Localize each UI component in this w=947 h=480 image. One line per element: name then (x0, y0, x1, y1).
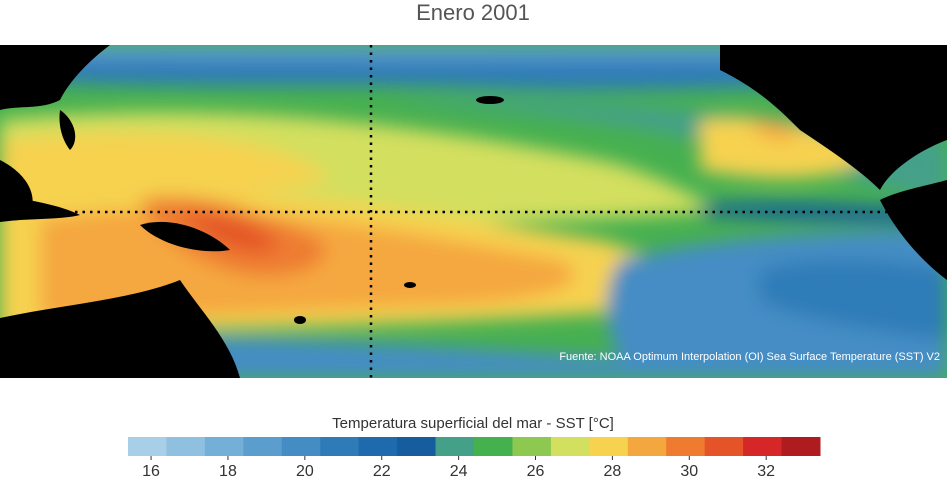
colorbar-label: Temperatura superficial del mar - SST [°… (332, 415, 614, 432)
colorbar-segment (204, 437, 244, 456)
colorbar-segment (704, 437, 744, 456)
colorbar-segment (550, 437, 590, 456)
colorbar-segment (128, 437, 167, 456)
colorbar-segment (320, 437, 360, 456)
colorbar-tick-label: 32 (757, 463, 775, 480)
colorbar-segment (358, 437, 398, 456)
colorbar-segment (512, 437, 552, 456)
colorbar-segment (781, 437, 821, 456)
colorbar-segment (397, 437, 437, 456)
colorbar-segment (589, 437, 629, 456)
colorbar-tick-label: 22 (373, 463, 391, 480)
colorbar-segment (435, 437, 475, 456)
land (0, 45, 947, 378)
colorbar-tick-label: 26 (527, 463, 545, 480)
colorbar-segment (627, 437, 667, 456)
colorbar-segment (666, 437, 706, 456)
colorbar-segment (743, 437, 783, 456)
title: Enero 2001 (416, 0, 530, 25)
sst-map: Fuente: NOAA Optimum Interpolation (OI) … (0, 45, 947, 378)
colorbar-tick-label: 16 (142, 463, 160, 480)
colorbar-tick-label: 18 (219, 463, 237, 480)
source-note: Fuente: NOAA Optimum Interpolation (OI) … (559, 351, 940, 363)
colorbar-tick-label: 20 (296, 463, 314, 480)
colorbar-segment (474, 437, 513, 456)
colorbar-segment (243, 437, 283, 456)
colorbar-segment (281, 437, 321, 456)
colorbar: 16 18 20 22 24 26 28 30 32 (128, 437, 821, 480)
colorbar-tick-label: 30 (680, 463, 698, 480)
colorbar-tick-label: 28 (604, 463, 622, 480)
colorbar-tick-label: 24 (450, 463, 468, 480)
colorbar-segment (166, 437, 206, 456)
